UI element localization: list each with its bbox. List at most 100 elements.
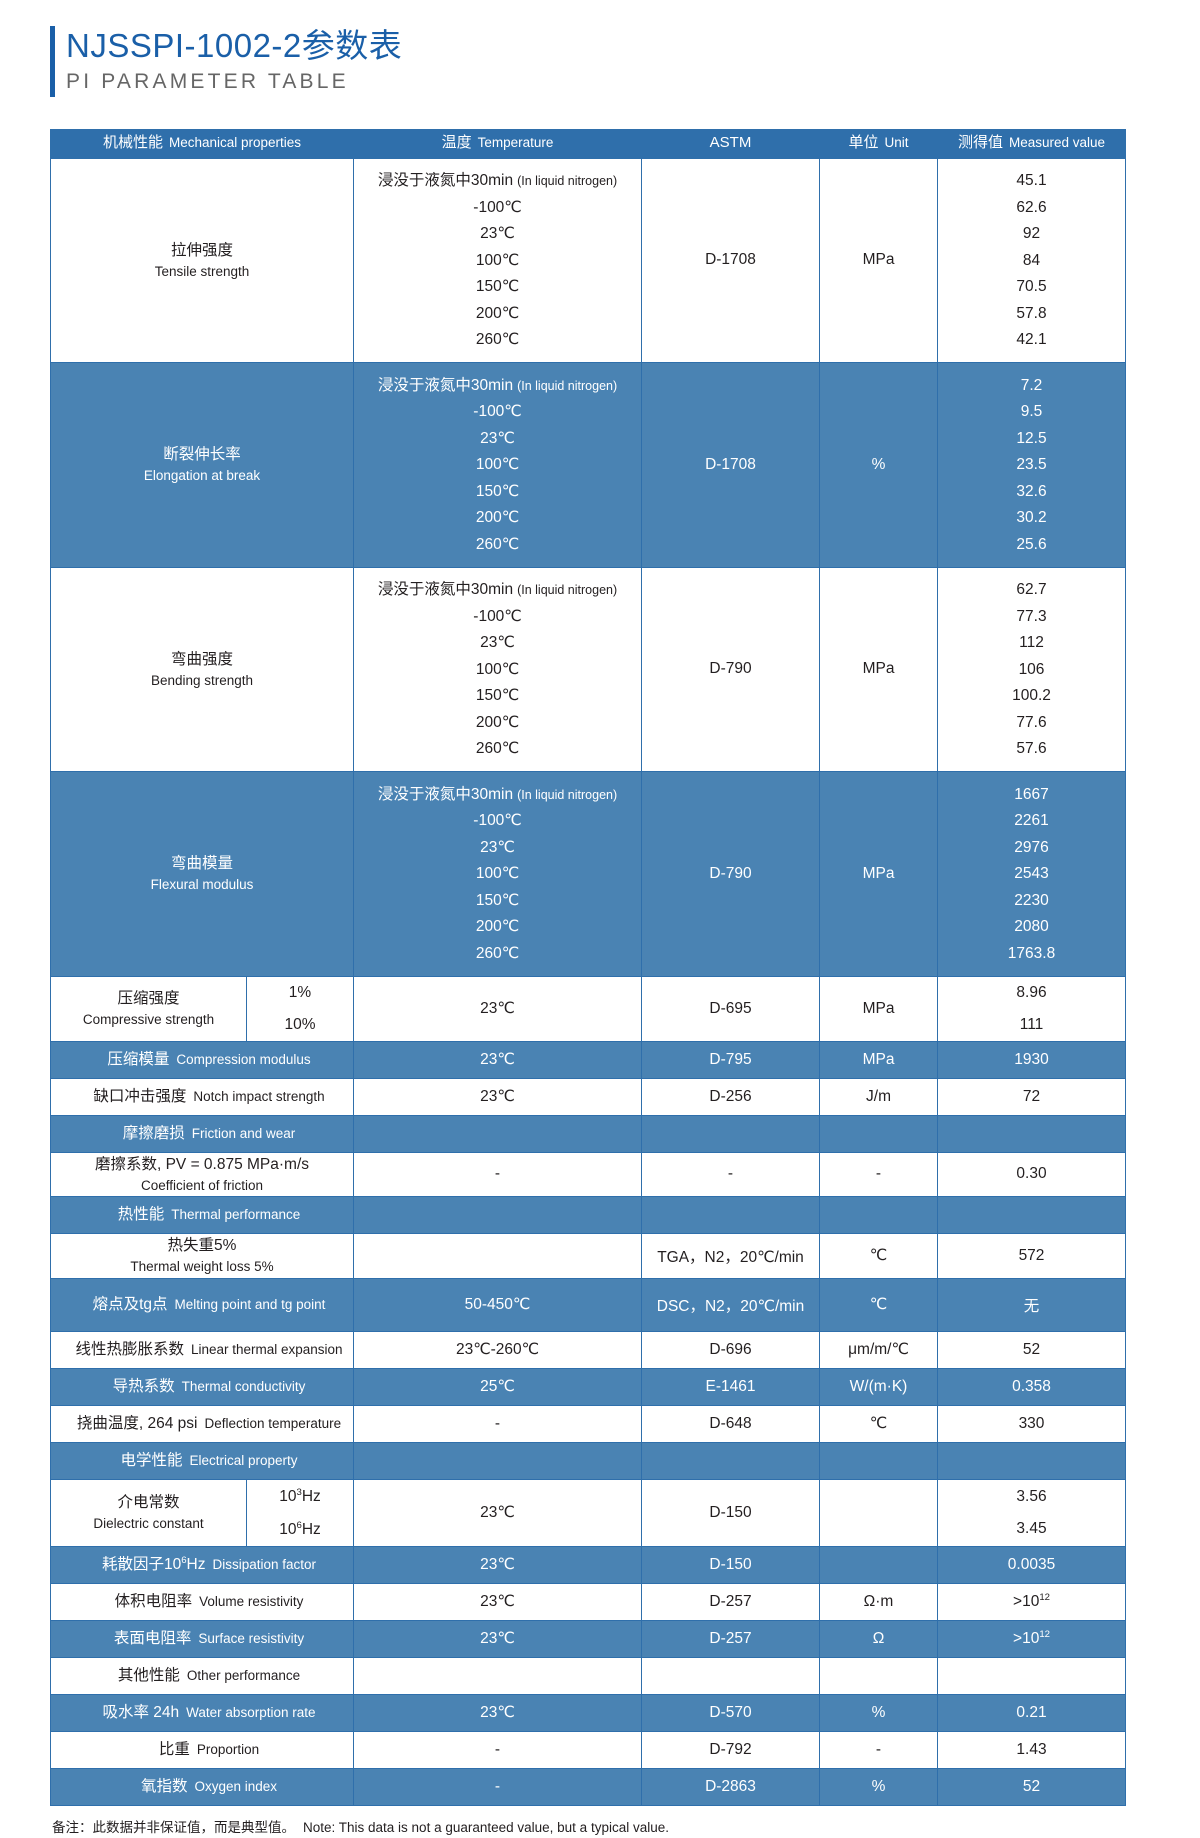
header-unit-en: Unit: [884, 135, 909, 151]
section-empty-temp-4: [353, 1656, 642, 1695]
row-label-compressive-strength: 压缩强度 Compressive strength: [50, 975, 247, 1042]
table-row-compressive-strength: 压缩强度 Compressive strength 1% 10% 23℃ D-6…: [50, 975, 1126, 1042]
row-label-deflection-temperature: 挠曲温度, 264 psi Deflection temperature: [50, 1404, 354, 1443]
cell-unit-water-absorption: %: [819, 1693, 938, 1732]
table-row-water-absorption-rate: 吸水率 24h Water absorption rate 23℃ D-570 %…: [50, 1693, 1126, 1732]
cell-value-thermal-conductivity: 0.358: [937, 1367, 1126, 1406]
cell-temp-flexural: 浸没于液氮中30min (In liquid nitrogen) -100℃ 23…: [353, 771, 642, 977]
table-row-coefficient-of-friction: 磨擦系数, PV = 0.875 MPa·m/s Coefficient of …: [50, 1151, 1126, 1198]
cell-unit-surface-resistivity: Ω: [819, 1619, 938, 1658]
section-empty-unit-4: [819, 1656, 938, 1695]
cell-value-coefficient-friction: 0.30: [937, 1151, 1126, 1198]
title-accent-bar: [50, 26, 55, 97]
title-english: PI PARAMETER TABLE: [66, 70, 349, 94]
section-label-electrical: 电学性能 Electrical property: [50, 1441, 354, 1480]
row-label-thermal-weight-loss: 热失重5% Thermal weight loss 5%: [50, 1233, 354, 1279]
cell-temp-oxygen-index: -: [353, 1767, 642, 1806]
cell-temp-coefficient-friction: -: [353, 1151, 642, 1198]
section-header-other-performance: 其他性能 Other performance: [50, 1656, 1126, 1695]
cell-astm-linear-expansion: D-696: [641, 1330, 820, 1369]
cell-astm-notch-impact: D-256: [641, 1077, 820, 1116]
cell-unit-thermal-weight-loss: ℃: [819, 1233, 938, 1279]
cell-temp-compression-modulus: 23℃: [353, 1040, 642, 1079]
cell-value-surface-resistivity: >1012: [937, 1619, 1126, 1658]
title-chinese: NJSSPI-1002-2参数表: [66, 27, 403, 64]
row-label-dissipation-factor: 耗散因子106Hz Dissipation factor: [50, 1545, 354, 1584]
cell-value-water-absorption: 0.21: [937, 1693, 1126, 1732]
table-row-bending-strength: 弯曲强度 Bending strength 浸没于液氮中30min (In liq…: [50, 566, 1126, 773]
section-empty-unit: [819, 1114, 938, 1153]
section-empty-temp-3: [353, 1441, 642, 1480]
cell-value-compression-modulus: 1930: [937, 1040, 1126, 1079]
section-empty-astm-3: [641, 1441, 820, 1480]
cell-value-dissipation: 0.0035: [937, 1545, 1126, 1584]
cell-value-deflection: 330: [937, 1404, 1126, 1443]
header-properties-en: Mechanical properties: [168, 135, 302, 151]
cell-astm-volume-resistivity: D-257: [641, 1582, 820, 1621]
row-label-melting-point: 熔点及tg点 Melting point and tg point: [50, 1277, 354, 1332]
cell-astm-dissipation: D-150: [641, 1545, 820, 1584]
parameter-table: 机械性能 Mechanical properties 温度 Temperature …: [50, 128, 1126, 1806]
table-row-proportion: 比重 Proportion - D-792 - 1.43: [50, 1730, 1126, 1769]
cell-temp-water-absorption: 23℃: [353, 1693, 642, 1732]
cell-astm-coefficient-friction: -: [641, 1151, 820, 1198]
cell-temp-tensile: 浸没于液氮中30min (In liquid nitrogen) -100℃ 23…: [353, 157, 642, 364]
section-label-thermal: 热性能 Thermal performance: [50, 1196, 354, 1235]
cell-unit-thermal-conductivity: W/(m·K): [819, 1367, 938, 1406]
cell-values-tensile: 45.1 62.6 92 84 70.5 57.8 42.1: [937, 157, 1126, 364]
table-row-thermal-weight-loss: 热失重5% Thermal weight loss 5% TGA，N2，20℃/…: [50, 1233, 1126, 1279]
cell-temp-thermal-weight-loss: [353, 1233, 642, 1279]
footnote-english: Note: This data is not a guaranteed valu…: [303, 1819, 669, 1835]
cell-temp-compressive: 23℃: [353, 975, 642, 1042]
section-empty-value-4: [937, 1656, 1126, 1695]
section-empty-astm-2: [641, 1196, 820, 1235]
cell-unit-tensile: MPa: [819, 157, 938, 364]
cell-values-flexural: 1667 2261 2976 2543 2230 2080 1763.8: [937, 771, 1126, 977]
cell-astm-deflection: D-648: [641, 1404, 820, 1443]
header-astm: ASTM: [709, 134, 752, 152]
cell-unit-deflection: ℃: [819, 1404, 938, 1443]
section-empty-unit-3: [819, 1441, 938, 1480]
cell-temp-dissipation: 23℃: [353, 1545, 642, 1584]
section-empty-value-2: [937, 1196, 1126, 1235]
cell-value-thermal-weight-loss: 572: [937, 1233, 1126, 1279]
row-label-dielectric-constant: 介电常数 Dielectric constant: [50, 1478, 247, 1547]
subrow-10pct: 10%: [284, 1015, 316, 1033]
header-properties-cn: 机械性能: [102, 134, 163, 152]
section-empty-value: [937, 1114, 1126, 1153]
table-row-surface-resistivity: 表面电阻率 Surface resistivity 23℃ D-257 Ω >10…: [50, 1619, 1126, 1658]
cell-astm-tensile: D-1708: [641, 157, 820, 364]
table-row-elongation-at-break: 断裂伸长率 Elongation at break 浸没于液氮中30min (In…: [50, 362, 1126, 568]
page-title: NJSSPI-1002-2参数表 PI PARAMETER TABLE: [50, 0, 1150, 107]
cell-unit-proportion: -: [819, 1730, 938, 1769]
cell-subrows-dielectric: 103Hz 106Hz: [246, 1478, 354, 1547]
cell-unit-dielectric: [819, 1478, 938, 1547]
section-header-thermal-performance: 热性能 Thermal performance: [50, 1196, 1126, 1235]
cell-astm-elongation: D-1708: [641, 362, 820, 568]
cell-astm-thermal-weight-loss: TGA，N2，20℃/min: [641, 1233, 820, 1279]
title-texts: NJSSPI-1002-2参数表 PI PARAMETER TABLE: [66, 26, 402, 97]
table-body: 拉伸强度 Tensile strength 浸没于液氮中30min (In liq…: [50, 157, 1126, 1806]
cell-unit-elongation: %: [819, 362, 938, 568]
cell-values-elongation: 7.2 9.5 12.5 23.5 32.6 30.2 25.6: [937, 362, 1126, 568]
cell-unit-notch-impact: J/m: [819, 1077, 938, 1116]
parameter-sheet-page: NJSSPI-1002-2参数表 PI PARAMETER TABLE 机械性能…: [50, 0, 1150, 1835]
cell-temp-elongation: 浸没于液氮中30min (In liquid nitrogen) -100℃ 23…: [353, 362, 642, 568]
row-label-thermal-conductivity: 导热系数 Thermal conductivity: [50, 1367, 354, 1406]
header-temperature-cn: 温度: [441, 134, 472, 152]
cell-temp-melting-point: 50-450℃: [353, 1277, 642, 1332]
cell-temp-bending: 浸没于液氮中30min (In liquid nitrogen) -100℃ 23…: [353, 566, 642, 773]
header-cell-properties: 机械性能 Mechanical properties: [50, 128, 354, 159]
table-row-dissipation-factor: 耗散因子106Hz Dissipation factor 23℃ D-150 0.…: [50, 1545, 1126, 1584]
footnote: 备注：此数据并非保证值，而是典型值。 Note: This data is not…: [50, 1818, 1150, 1838]
table-row-melting-point: 熔点及tg点 Melting point and tg point 50-450℃…: [50, 1277, 1126, 1332]
cell-unit-coefficient-friction: -: [819, 1151, 938, 1198]
section-empty-astm: [641, 1114, 820, 1153]
table-row-notch-impact-strength: 缺口冲击强度 Notch impact strength 23℃ D-256 J/…: [50, 1077, 1126, 1116]
table-row-flexural-modulus: 弯曲模量 Flexural modulus 浸没于液氮中30min (In liq…: [50, 771, 1126, 977]
cell-unit-dissipation: [819, 1545, 938, 1584]
row-label-flexural: 弯曲模量 Flexural modulus: [50, 771, 354, 977]
row-label-compression-modulus: 压缩模量 Compression modulus: [50, 1040, 354, 1079]
row-label-proportion: 比重 Proportion: [50, 1730, 354, 1769]
row-label-bending: 弯曲强度 Bending strength: [50, 566, 354, 773]
